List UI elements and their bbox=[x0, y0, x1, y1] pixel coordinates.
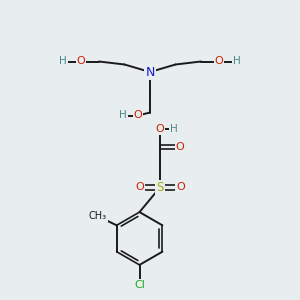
Text: O: O bbox=[155, 124, 164, 134]
Text: N: N bbox=[145, 65, 155, 79]
Text: S: S bbox=[156, 181, 164, 194]
Text: O: O bbox=[76, 56, 85, 67]
Text: H: H bbox=[119, 110, 127, 121]
Text: H: H bbox=[170, 124, 178, 134]
Text: O: O bbox=[214, 56, 224, 67]
Text: Cl: Cl bbox=[134, 280, 145, 290]
Text: O: O bbox=[135, 182, 144, 193]
Text: H: H bbox=[59, 56, 67, 67]
Text: O: O bbox=[134, 110, 142, 121]
Text: H: H bbox=[233, 56, 241, 67]
Text: CH₃: CH₃ bbox=[89, 211, 107, 221]
Text: O: O bbox=[176, 142, 184, 152]
Text: O: O bbox=[176, 182, 185, 193]
